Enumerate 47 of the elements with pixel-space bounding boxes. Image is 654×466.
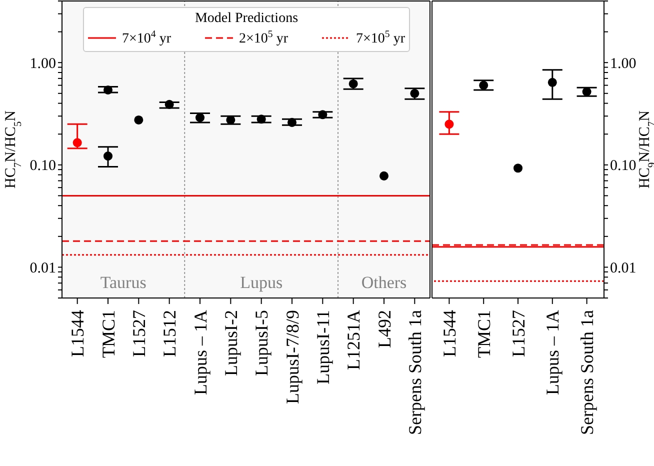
x-tick-label: LupusI-11: [312, 310, 333, 384]
point: [72, 138, 82, 148]
point: [287, 118, 297, 127]
point: [582, 87, 592, 96]
x-tick-label: L1251A: [344, 310, 364, 370]
band-label: Taurus: [100, 273, 146, 292]
legend-label: 2×10$^{5}$ yr: [239, 29, 288, 47]
x-tick-label: LupusI-7/8/9: [282, 310, 302, 404]
y-tick-label: 0.01: [610, 260, 636, 277]
point: [103, 85, 113, 94]
point: [318, 110, 328, 120]
point: [348, 79, 358, 88]
y-tick-label: 0.01: [30, 260, 56, 277]
point: [379, 171, 389, 180]
point: [479, 80, 488, 90]
y-tick-label: 0.10: [30, 158, 56, 174]
band-label: Lupus: [240, 273, 283, 292]
x-tick-label: TMC1: [98, 310, 118, 358]
legend-label: 7×10$^{4}$ yr: [122, 29, 171, 47]
point: [103, 152, 113, 161]
x-tick-label: Lupus – 1A: [542, 310, 563, 395]
point: [134, 115, 144, 124]
x-tick-label: LupusI-2: [220, 310, 241, 376]
x-tick-label: L1544: [440, 310, 460, 357]
x-tick-label: L1527: [508, 310, 528, 357]
x-tick-label: LupusI-5: [252, 310, 272, 376]
legend-label: 7×10$^{5}$ yr: [356, 29, 405, 47]
x-tick-label: Serpens South 1a: [404, 310, 425, 435]
x-tick-label: Lupus – 1A: [190, 310, 210, 395]
x-tick-label: L1527: [128, 310, 149, 357]
x-tick-label: L1544: [68, 310, 88, 357]
point: [256, 114, 266, 124]
legend-title: Model Predictions: [194, 11, 300, 27]
band-label: Others: [361, 273, 407, 292]
point: [513, 164, 523, 173]
y-tick-label: 0.10: [610, 158, 636, 174]
point: [164, 100, 174, 109]
point: [195, 113, 205, 122]
x-tick-label: TMC1: [474, 310, 494, 358]
point: [548, 78, 557, 87]
point: [444, 120, 454, 129]
x-tick-label: Serpens South 1a: [577, 310, 598, 435]
point: [410, 88, 420, 98]
x-tick-label: L1512: [160, 310, 180, 357]
y-tick-label: 1.00: [30, 56, 56, 72]
x-tick-label: L492: [374, 310, 394, 348]
y-tick-label: 1.00: [610, 56, 636, 72]
